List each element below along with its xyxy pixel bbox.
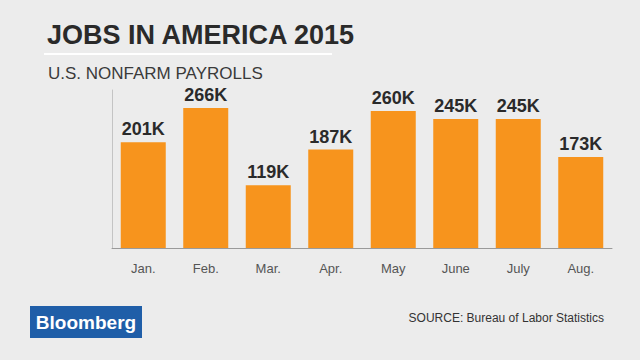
- svg-text:JOBS IN AMERICA 2015: JOBS IN AMERICA 2015: [47, 20, 354, 50]
- svg-text:119K: 119K: [247, 162, 289, 182]
- svg-text:Mar.: Mar.: [256, 261, 281, 276]
- svg-text:July: July: [507, 261, 531, 276]
- svg-text:Jan.: Jan.: [131, 261, 156, 276]
- svg-text:Feb.: Feb.: [193, 261, 219, 276]
- svg-text:260K: 260K: [372, 88, 415, 108]
- svg-text:U.S. NONFARM PAYROLLS: U.S. NONFARM PAYROLLS: [48, 64, 263, 83]
- svg-text:245K: 245K: [497, 96, 540, 116]
- svg-text:SOURCE: Bureau of Labor Statis: SOURCE: Bureau of Labor Statistics: [409, 311, 604, 325]
- svg-text:173K: 173K: [559, 134, 602, 154]
- svg-text:Apr.: Apr.: [319, 261, 342, 276]
- svg-text:201K: 201K: [122, 119, 165, 139]
- svg-text:245K: 245K: [434, 96, 477, 116]
- svg-text:Aug.: Aug.: [567, 261, 594, 276]
- svg-text:266K: 266K: [184, 85, 227, 105]
- svg-text:187K: 187K: [309, 127, 352, 147]
- svg-text:May: May: [381, 261, 406, 276]
- svg-text:Bloomberg: Bloomberg: [36, 312, 136, 333]
- svg-text:June: June: [442, 261, 470, 276]
